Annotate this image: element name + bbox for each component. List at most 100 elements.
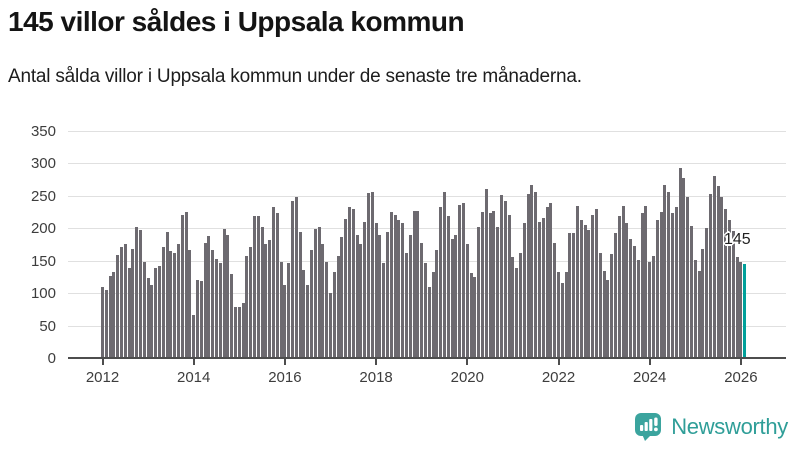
bar: [249, 246, 253, 358]
bar: [549, 202, 553, 358]
bar: [644, 205, 648, 358]
bar-chart: 0 50 100 150 200 250 300 350 2012 2014 2016 2018 20…: [0, 115, 800, 400]
x-axis-label-2016: 2016: [268, 369, 302, 386]
bar: [671, 213, 674, 358]
bar: [203, 242, 207, 358]
bar: [705, 228, 709, 358]
x-axis-label-2022: 2022: [541, 369, 576, 386]
y-axis-label-350: 350: [30, 122, 56, 140]
bar: [348, 207, 351, 358]
bar: [427, 286, 431, 358]
x-tick-2026: [739, 359, 742, 365]
x-tick-2022: [557, 359, 560, 365]
bar: [268, 239, 272, 358]
bar: [272, 207, 275, 358]
bar: [693, 259, 697, 358]
bar: [310, 250, 313, 358]
bar: [458, 204, 462, 358]
bar: [541, 218, 545, 358]
bar: [481, 211, 484, 358]
bar: [701, 249, 705, 358]
y-axis-label-150: 150: [30, 252, 56, 270]
bar: [439, 206, 443, 358]
bar: [610, 254, 614, 358]
bar: [674, 206, 678, 358]
bar: [142, 262, 146, 358]
bar: [545, 206, 549, 358]
y-axis-label-300: 300: [30, 155, 56, 172]
bar: [306, 285, 310, 358]
bar: [264, 243, 268, 358]
bar: [401, 222, 405, 358]
bar: [161, 246, 165, 358]
bar: [583, 224, 587, 358]
bar: [564, 271, 568, 358]
bar: [507, 215, 511, 358]
page-subtitle: Antal sålda villor i Uppsala kommun unde…: [8, 66, 582, 88]
bar: [496, 226, 500, 358]
bar: [260, 226, 264, 358]
y-axis-label-50: 50: [39, 317, 56, 335]
bar: [500, 194, 503, 358]
value-annotation: 145: [724, 231, 751, 248]
bar: [454, 235, 458, 358]
bar: [621, 205, 625, 358]
bar: [321, 244, 325, 358]
bar: [538, 221, 541, 358]
bar: [222, 228, 226, 358]
bar: [218, 263, 222, 358]
bar: [237, 307, 241, 358]
bar: [420, 242, 424, 358]
gridline-350: [68, 130, 786, 132]
bar: [279, 261, 283, 358]
bar: [450, 239, 454, 358]
newsworthy-logo[interactable]: Newsworthy: [633, 411, 788, 442]
bar: [378, 235, 382, 358]
bar: [636, 259, 640, 358]
bar: [363, 221, 367, 358]
bar: [640, 213, 644, 358]
bar: [424, 263, 427, 358]
bar: [553, 242, 557, 358]
bar: [709, 193, 712, 358]
bar: [139, 229, 142, 358]
bar: [150, 285, 154, 358]
y-axis-label-200: 200: [30, 220, 56, 237]
gridline-300: [68, 163, 786, 164]
bar: [230, 273, 234, 358]
bar: [275, 213, 279, 358]
bar: [625, 222, 629, 358]
bar: [697, 270, 701, 358]
bar: [374, 222, 378, 358]
bar: [173, 253, 177, 358]
bar: [678, 167, 682, 358]
bar: [256, 215, 260, 358]
x-axis-label-2020: 2020: [450, 369, 484, 386]
bar: [329, 293, 332, 358]
bar: [579, 220, 583, 358]
bar: [731, 231, 735, 358]
bar: [287, 263, 291, 358]
bar: [648, 261, 652, 358]
bar: [412, 211, 416, 358]
bar: [522, 222, 526, 358]
bar: [120, 246, 123, 358]
bar: [724, 208, 728, 358]
bar: [355, 234, 359, 358]
bar: [477, 226, 481, 358]
gridline-50: [68, 325, 786, 327]
bar: [317, 226, 321, 358]
bar: [127, 267, 131, 358]
bar: [655, 219, 659, 358]
bar: [526, 193, 530, 358]
gridline-100: [68, 293, 786, 294]
bar: [294, 197, 298, 358]
bar: [397, 220, 401, 358]
bar: [207, 236, 211, 358]
bar: [367, 192, 370, 358]
bar: [431, 271, 435, 358]
bar: [690, 226, 693, 358]
bar: [667, 192, 671, 358]
bar: [515, 268, 519, 358]
x-tick-2020: [466, 359, 469, 365]
